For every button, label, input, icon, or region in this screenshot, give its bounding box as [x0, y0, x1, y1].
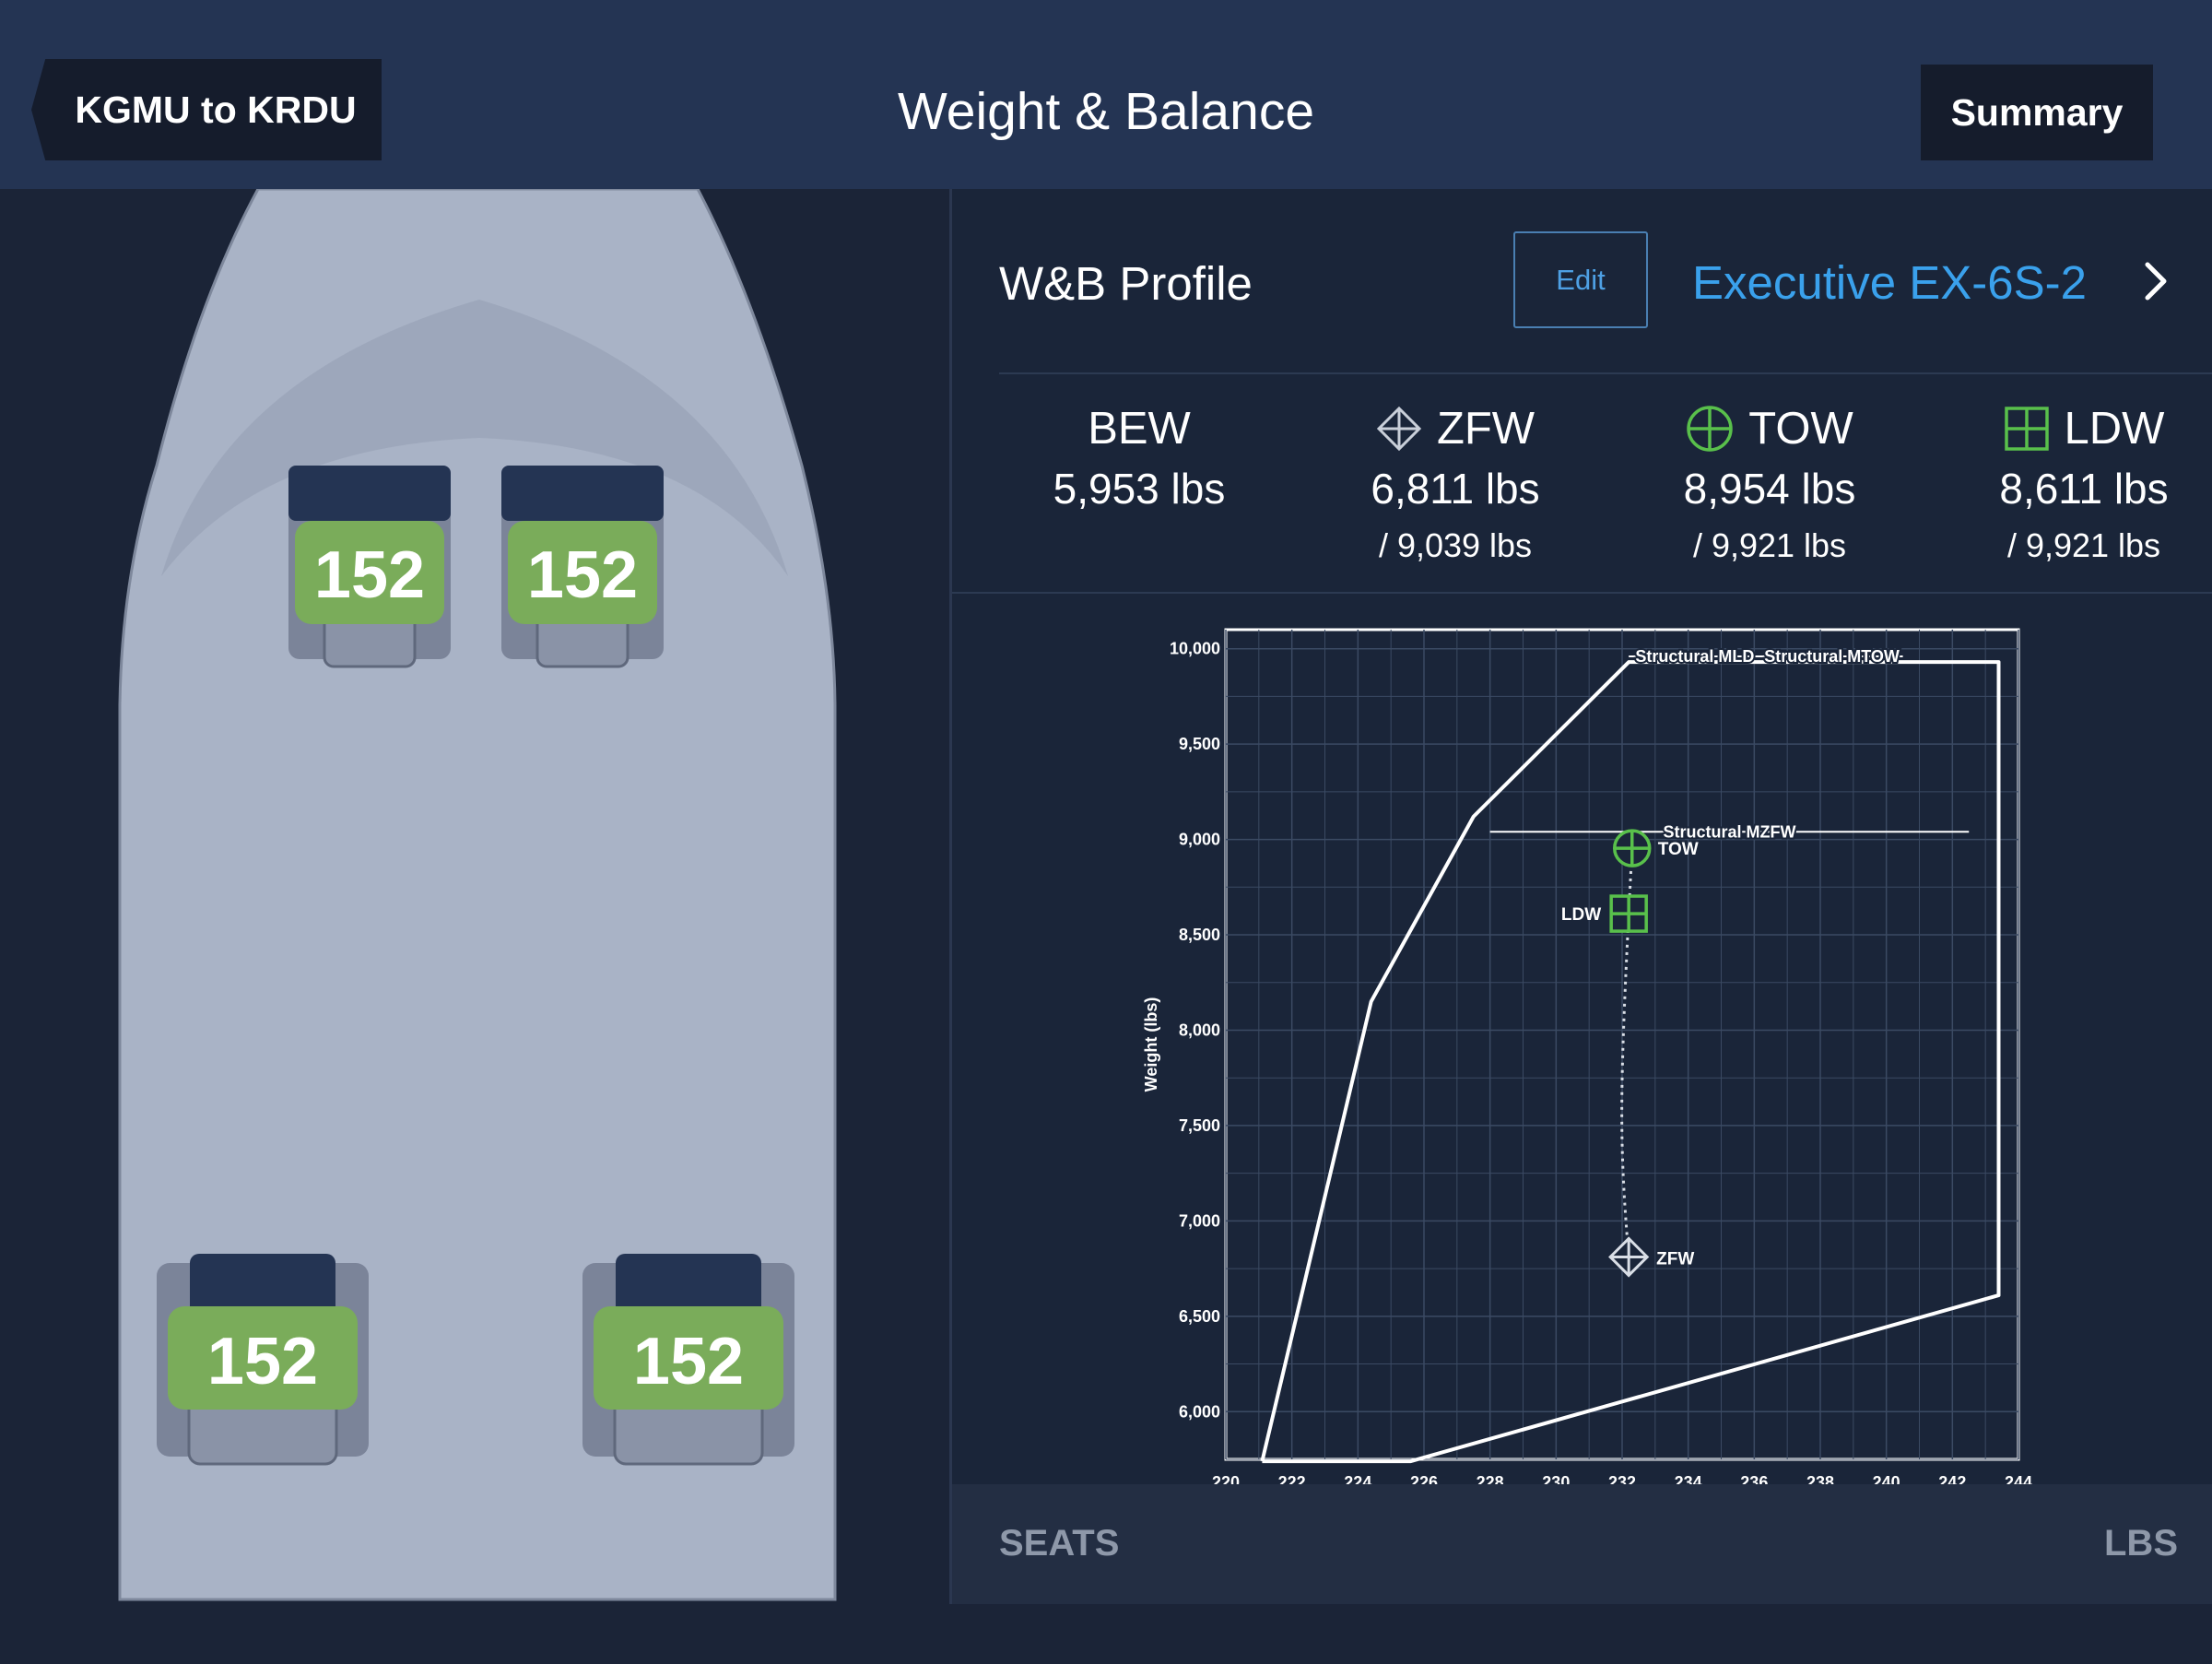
- y-axis-label: Weight (lbs): [1142, 997, 1160, 1092]
- y-tick-label: 9,500: [1179, 735, 1220, 753]
- seats-footer-bar: SEATS LBS: [952, 1484, 2212, 1604]
- x-tick-label: 224: [1344, 1473, 1371, 1484]
- stat-tow: TOW 8,954 lbs / 9,921 lbs: [1631, 399, 1908, 565]
- seats-tab[interactable]: SEATS: [999, 1523, 1120, 1564]
- y-tick-label: 6,000: [1179, 1402, 1220, 1421]
- circle-crosshair-icon: [1687, 406, 1734, 452]
- y-tick-label: 6,500: [1179, 1307, 1220, 1326]
- ldw-label: LDW: [2064, 404, 2165, 454]
- x-tick-label: 236: [1740, 1473, 1768, 1484]
- x-tick-label: 234: [1675, 1473, 1702, 1484]
- y-tick-label: 8,000: [1179, 1021, 1220, 1039]
- ldw-chart-label: LDW: [1561, 905, 1601, 925]
- limit-line-label: Structural MTOW: [1764, 647, 1900, 666]
- x-tick-label: 232: [1608, 1473, 1636, 1484]
- x-tick-label: 240: [1873, 1473, 1900, 1484]
- tow-chart-label: TOW: [1658, 840, 1699, 859]
- cg-path: [1620, 848, 1634, 1257]
- stat-ldw: LDW 8,611 lbs / 9,921 lbs: [1946, 399, 2212, 565]
- cg-envelope-chart: 220 222 224 226 228 230 232 234 236 238 240 242 244 6…: [1142, 628, 2032, 1484]
- edit-button[interactable]: Edit: [1513, 231, 1648, 328]
- ldw-limit: / 9,921 lbs: [2006, 526, 2161, 564]
- chevron-right-icon[interactable]: [2144, 261, 2168, 301]
- ldw-value: 8,611 lbs: [1999, 465, 2169, 513]
- seat-1[interactable]: 152: [288, 466, 451, 668]
- y-tick-label: 9,000: [1179, 831, 1220, 849]
- x-tick-label: 220: [1212, 1473, 1240, 1484]
- back-button[interactable]: KGMU to KRDU: [31, 59, 382, 160]
- profile-name-link[interactable]: Executive EX-6S-2: [1692, 256, 2088, 309]
- x-tick-label: 222: [1278, 1473, 1306, 1484]
- page-title: Weight & Balance: [897, 82, 1315, 141]
- seat-2[interactable]: 152: [501, 466, 664, 668]
- profile-label: W&B Profile: [999, 257, 1253, 310]
- x-tick-label: 226: [1410, 1473, 1438, 1484]
- cabin-seat-map: 152 152 152 152: [0, 187, 949, 1659]
- top-bar: KGMU to KRDU Weight & Balance Summary: [0, 0, 2212, 189]
- divider: [999, 372, 2212, 374]
- bew-label: BEW: [1088, 404, 1191, 454]
- fuselage-drawing: 152 152 152 152: [118, 187, 837, 1601]
- y-tick-label: 7,000: [1179, 1211, 1220, 1230]
- x-tick-label: 244: [2005, 1473, 2032, 1484]
- divider: [952, 592, 2212, 594]
- x-tick-label: 242: [1938, 1473, 1966, 1484]
- tow-value: 8,954 lbs: [1683, 465, 1856, 513]
- seat-4-weight: 152: [633, 1325, 744, 1398]
- ldw-marker: LDW: [1561, 894, 1648, 933]
- seat-1-weight: 152: [314, 538, 425, 612]
- zfw-value: 6,811 lbs: [1371, 465, 1540, 513]
- tow-label: TOW: [1748, 404, 1853, 454]
- diamond-crosshair-icon: [1376, 406, 1422, 452]
- cg-envelope: [1260, 660, 2001, 1464]
- zfw-chart-label: ZFW: [1656, 1249, 1694, 1269]
- stat-bew: BEW 5,953 lbs: [1001, 399, 1277, 513]
- summary-button[interactable]: Summary: [1921, 65, 2153, 160]
- zfw-limit: / 9,039 lbs: [1378, 526, 1533, 564]
- seat-2-weight: 152: [527, 538, 638, 612]
- wb-panel: W&B Profile Edit Executive EX-6S-2 BEW 5…: [949, 189, 2212, 1604]
- zfw-marker: ZFW: [1608, 1236, 1694, 1278]
- seat-4[interactable]: 152: [582, 1254, 794, 1466]
- stat-zfw: ZFW 6,811 lbs / 9,039 lbs: [1317, 399, 1594, 565]
- x-tick-label: 230: [1542, 1473, 1570, 1484]
- zfw-label: ZFW: [1436, 404, 1535, 454]
- x-tick-label: 228: [1477, 1473, 1504, 1484]
- tow-limit: / 9,921 lbs: [1692, 526, 1847, 564]
- y-tick-label: 7,500: [1179, 1116, 1220, 1135]
- bew-value: 5,953 lbs: [1053, 465, 1226, 513]
- limit-line-label: Structural MZFW: [1663, 822, 1795, 841]
- y-tick-label: 10,000: [1170, 640, 1220, 658]
- y-tick-label: 8,500: [1179, 926, 1220, 944]
- x-tick-label: 238: [1806, 1473, 1834, 1484]
- square-grid-icon: [2004, 407, 2049, 451]
- limit-line-label: Structural MLD: [1635, 647, 1754, 666]
- tow-marker: TOW: [1613, 829, 1699, 867]
- seat-3-weight: 152: [207, 1325, 318, 1398]
- lbs-unit-toggle[interactable]: LBS: [2104, 1523, 2178, 1564]
- seat-3[interactable]: 152: [157, 1254, 369, 1466]
